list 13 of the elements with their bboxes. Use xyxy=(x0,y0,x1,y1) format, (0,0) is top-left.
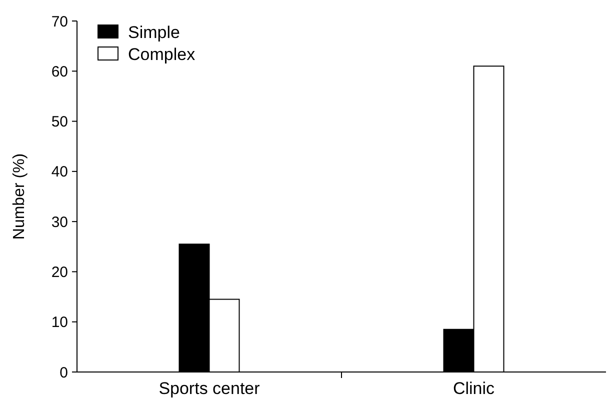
y-tick-label: 30 xyxy=(51,214,68,231)
y-tick-label: 60 xyxy=(51,63,68,80)
x-tick-label: Clinic xyxy=(452,379,496,398)
y-tick-label: 70 xyxy=(51,13,68,30)
y-tick-label: 40 xyxy=(51,164,68,181)
y-tick-label: 10 xyxy=(51,314,68,332)
y-tick-label: 0 xyxy=(60,364,68,382)
y-tick-label: 20 xyxy=(51,264,68,281)
y-tick-label: 50 xyxy=(51,114,68,131)
y-axis-title: Number (%) xyxy=(11,153,28,240)
x-tick-label: Sports center xyxy=(158,379,260,398)
legend-label: Complex xyxy=(128,44,196,64)
legend-label: Simple xyxy=(128,22,180,42)
